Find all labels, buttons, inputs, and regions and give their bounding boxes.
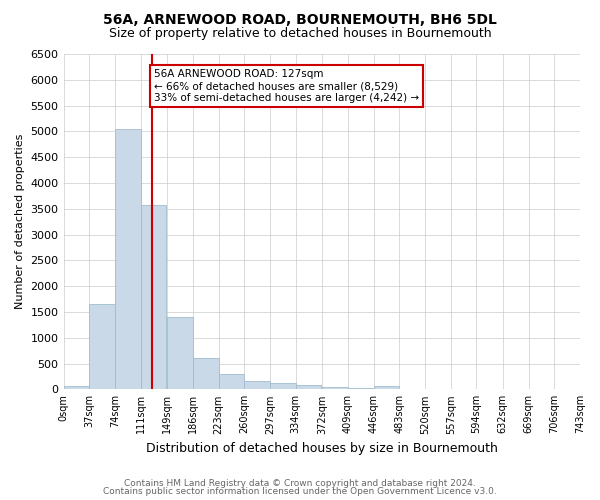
Bar [193,358,218,390]
Text: 56A ARNEWOOD ROAD: 127sqm
← 66% of detached houses are smaller (8,529)
33% of se: 56A ARNEWOOD ROAD: 127sqm ← 66% of detac… [154,70,419,102]
Bar [270,382,296,390]
Bar [167,317,193,390]
Bar [244,382,270,390]
Bar [374,386,399,390]
Bar [296,384,322,390]
Bar [89,304,115,390]
X-axis label: Distribution of detached houses by size in Bournemouth: Distribution of detached houses by size … [146,442,498,455]
Bar [322,387,348,390]
Text: Size of property relative to detached houses in Bournemouth: Size of property relative to detached ho… [109,28,491,40]
Bar [348,388,374,390]
Text: Contains public sector information licensed under the Open Government Licence v3: Contains public sector information licen… [103,487,497,496]
Bar [140,204,166,390]
Bar [218,374,244,390]
Text: 56A, ARNEWOOD ROAD, BOURNEMOUTH, BH6 5DL: 56A, ARNEWOOD ROAD, BOURNEMOUTH, BH6 5DL [103,12,497,26]
Text: Contains HM Land Registry data © Crown copyright and database right 2024.: Contains HM Land Registry data © Crown c… [124,478,476,488]
Bar [115,129,140,390]
Bar [64,386,89,390]
Y-axis label: Number of detached properties: Number of detached properties [15,134,25,310]
